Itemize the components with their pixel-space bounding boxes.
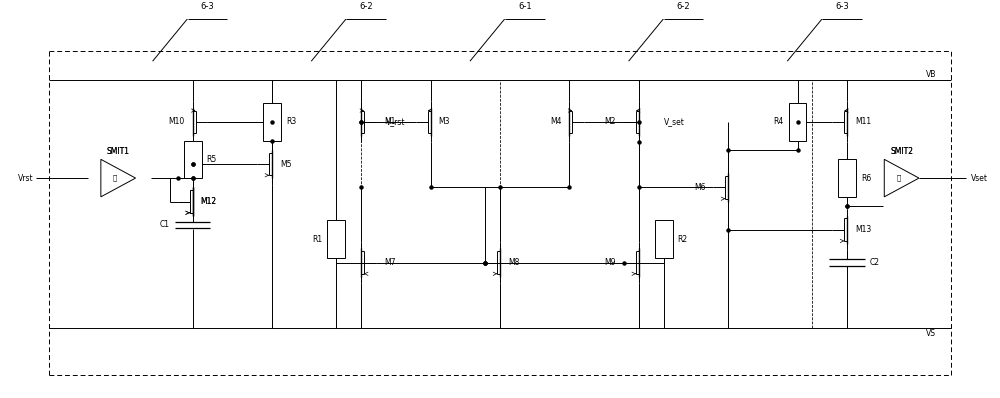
Text: V_rst: V_rst	[386, 117, 405, 126]
Text: M7: M7	[384, 258, 395, 267]
Text: M12: M12	[201, 197, 217, 206]
Text: M3: M3	[439, 117, 450, 126]
Text: V_set: V_set	[664, 117, 684, 126]
Text: M13: M13	[855, 225, 871, 234]
Text: R4: R4	[773, 117, 784, 126]
Text: M11: M11	[855, 117, 871, 126]
Text: M6: M6	[694, 183, 705, 192]
Text: M10: M10	[168, 117, 185, 126]
Text: SMIT2: SMIT2	[890, 147, 913, 156]
Text: M9: M9	[605, 258, 616, 267]
Text: C2: C2	[870, 258, 880, 267]
Text: SMIT2: SMIT2	[890, 147, 913, 156]
Bar	[789, 103, 806, 140]
Text: R5: R5	[206, 155, 217, 164]
Bar	[263, 103, 281, 140]
Text: 6-3: 6-3	[201, 2, 214, 11]
Text: M2: M2	[605, 117, 616, 126]
Text: M8: M8	[508, 258, 519, 267]
Text: R6: R6	[861, 174, 871, 183]
Text: M12: M12	[201, 197, 217, 206]
Text: Vrst: Vrst	[18, 174, 34, 183]
Text: 6-2: 6-2	[359, 2, 373, 11]
Text: VS: VS	[926, 329, 936, 338]
Text: R3: R3	[286, 117, 296, 126]
Text: 6-1: 6-1	[518, 2, 532, 11]
Text: Vset: Vset	[971, 174, 988, 183]
Text: SMIT1: SMIT1	[107, 147, 130, 156]
Text: ⌇: ⌇	[897, 175, 901, 181]
Text: M5: M5	[280, 160, 291, 168]
Bar	[838, 159, 856, 197]
Text: ⌇: ⌇	[113, 175, 117, 181]
Text: 6-2: 6-2	[677, 2, 690, 11]
Bar	[327, 220, 345, 258]
Text: 6-3: 6-3	[835, 2, 849, 11]
Text: C1: C1	[160, 220, 170, 230]
Text: SMIT1: SMIT1	[107, 147, 130, 156]
Bar	[184, 140, 202, 178]
Text: M1: M1	[384, 117, 395, 126]
Text: M4: M4	[550, 117, 561, 126]
Text: VB: VB	[926, 70, 937, 80]
Text: R2: R2	[678, 234, 688, 244]
Text: R1: R1	[312, 234, 322, 244]
Bar	[655, 220, 673, 258]
